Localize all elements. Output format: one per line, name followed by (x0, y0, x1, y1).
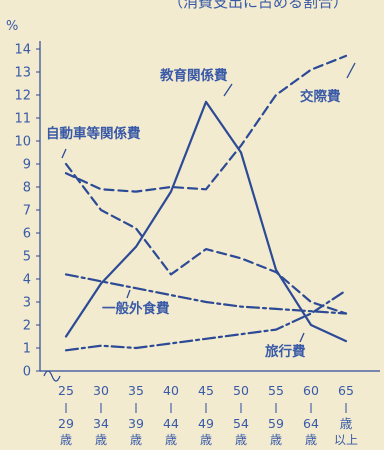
series-line-2 (64, 162, 348, 315)
series-label-leader (346, 62, 356, 79)
x-tick-label: 歳 (270, 433, 282, 447)
y-tick-label: 9 (23, 158, 31, 173)
series-label: 交際費 (300, 88, 341, 105)
series-line-0 (64, 100, 348, 343)
x-tick-label: 歳 (165, 433, 177, 447)
x-tick-label: 歳 (200, 433, 212, 447)
series-label-leader (223, 83, 233, 97)
x-tick-label: 40 (163, 383, 179, 398)
y-tick-label: 6 (23, 227, 31, 242)
x-tick-label: 54 (233, 416, 249, 431)
y-tick-label: 1 (23, 342, 31, 357)
x-tick-label: 30 (93, 383, 109, 398)
series-label: 自動車等関係費 (46, 125, 141, 142)
x-tick-separator: ǀ (204, 401, 207, 414)
y-tick-label: 10 (14, 135, 31, 150)
y-tick-label: 2 (23, 319, 31, 334)
x-tick-separator: ǀ (169, 401, 172, 414)
series-label: 旅行費 (265, 343, 306, 360)
y-tick-label: 12 (14, 89, 31, 104)
x-tick-separator: ǀ (99, 401, 102, 414)
x-tick-label: 49 (198, 416, 214, 431)
series-label-leader (61, 148, 67, 159)
x-tick-separator: ǀ (64, 401, 67, 414)
x-tick-label: 50 (233, 383, 249, 398)
y-tick-label: 7 (23, 204, 31, 219)
x-tick-label: 歳 (305, 433, 317, 447)
x-tick-label: 59 (268, 416, 284, 431)
x-tick-separator: ǀ (239, 401, 242, 414)
x-tick-separator: ǀ (309, 401, 312, 414)
series-label-leader (126, 289, 131, 299)
x-tick-label: 35 (128, 383, 144, 398)
x-tick-label: 39 (128, 416, 144, 431)
series-line-1 (64, 54, 348, 193)
x-tick-label: 歳 (235, 433, 247, 447)
x-tick-separator: ǀ (344, 401, 347, 414)
series-line-3 (64, 273, 348, 315)
x-tick-label: 65 (338, 383, 354, 398)
y-tick-label: 8 (23, 181, 31, 196)
x-tick-label: 歳 (130, 433, 142, 447)
y-tick-label: 11 (14, 112, 31, 127)
x-tick-separator: ǀ (274, 401, 277, 414)
series-line-4 (64, 289, 348, 352)
x-tick-label: 歳 (60, 433, 72, 447)
series-label-leader (299, 332, 305, 343)
y-tick-label: 14 (14, 43, 31, 58)
y-tick-label: 13 (14, 66, 31, 81)
x-tick-label: 60 (303, 383, 319, 398)
x-tick-label: 以上 (334, 433, 358, 447)
x-tick-label: 44 (163, 416, 179, 431)
x-tick-label: 歳 (95, 433, 107, 447)
series-label: 一般外食費 (102, 300, 170, 317)
x-tick-separator: ǀ (134, 401, 137, 414)
y-tick-label: 5 (23, 250, 31, 265)
x-tick-label: 25 (58, 383, 74, 398)
series-label: 教育関係費 (160, 67, 228, 84)
axis-break-mark (43, 370, 61, 382)
x-tick-label: 歳 (340, 416, 353, 431)
x-tick-label: 29 (58, 416, 74, 431)
y-tick-label: 0 (23, 365, 31, 380)
y-tick-label: 3 (23, 296, 31, 311)
y-unit-label: % (6, 19, 18, 34)
x-tick-label: 64 (303, 416, 319, 431)
x-tick-label: 55 (268, 383, 284, 398)
y-tick-label: 4 (23, 273, 31, 288)
x-tick-label: 45 (198, 383, 214, 398)
x-tick-label: 34 (93, 416, 109, 431)
chart-subtitle: （消費支出に占める割合） (168, 0, 349, 11)
